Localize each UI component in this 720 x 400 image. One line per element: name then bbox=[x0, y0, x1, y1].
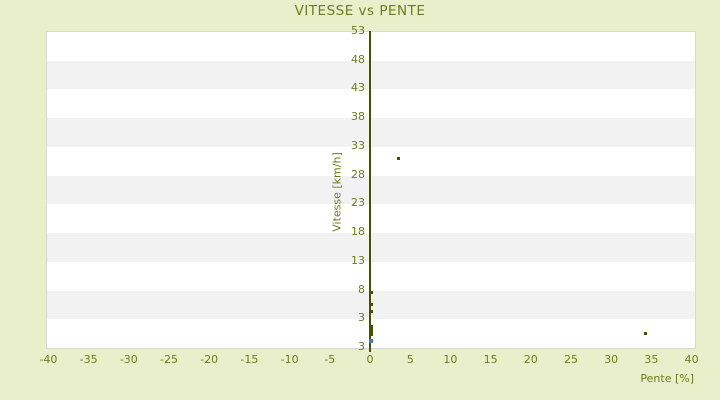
x-tick-label: 5 bbox=[406, 353, 414, 366]
x-tick-label: -10 bbox=[280, 353, 299, 366]
data-point bbox=[369, 326, 373, 330]
chart-title: VITESSE vs PENTE bbox=[294, 3, 426, 19]
y-tick-label: 13 bbox=[351, 253, 365, 267]
y-tick-label: 8 bbox=[358, 282, 365, 296]
x-tick-label: 0 bbox=[366, 353, 374, 366]
y-tick-label: 33 bbox=[351, 138, 365, 152]
x-tick-label: 30 bbox=[604, 353, 619, 366]
x-tick-label: 10 bbox=[443, 353, 458, 366]
data-point bbox=[369, 309, 373, 313]
grid-band bbox=[47, 89, 695, 119]
grid-band bbox=[47, 32, 695, 61]
y-tick-label: 38 bbox=[351, 110, 365, 124]
grid-band bbox=[47, 175, 695, 205]
data-point bbox=[369, 303, 373, 307]
y-tick-label: 18 bbox=[351, 225, 365, 239]
x-tick-label: -35 bbox=[79, 353, 98, 366]
plot-area bbox=[46, 31, 696, 349]
grid-band bbox=[47, 233, 695, 262]
x-tick-label: -30 bbox=[119, 353, 138, 366]
data-point bbox=[369, 324, 373, 328]
x-tick-label: 15 bbox=[483, 353, 498, 366]
grid-band bbox=[47, 146, 695, 176]
y-tick-label: 23 bbox=[351, 196, 365, 210]
y-tick-label: 28 bbox=[351, 167, 365, 181]
x-tick-label: -25 bbox=[160, 353, 178, 366]
data-point bbox=[369, 333, 373, 337]
x-axis-label: Pente [%] bbox=[640, 372, 694, 385]
y-tick-label: 3 bbox=[358, 340, 365, 353]
x-tick-label: -5 bbox=[324, 353, 336, 366]
grid-band bbox=[47, 60, 695, 90]
data-point bbox=[369, 329, 373, 333]
x-tick-label: -15 bbox=[240, 353, 259, 366]
x-tick-label: -40 bbox=[39, 353, 58, 366]
x-tick-label: 40 bbox=[684, 353, 699, 366]
y-axis-label: Vitesse [km/h] bbox=[330, 152, 344, 232]
x-tick-label: 25 bbox=[563, 353, 578, 366]
x-tick-label: 20 bbox=[523, 353, 538, 366]
y-tick-label: 43 bbox=[351, 81, 365, 95]
data-point bbox=[369, 331, 373, 335]
x-tick-label: 35 bbox=[644, 353, 659, 366]
y-tick-label: 3 bbox=[358, 311, 365, 325]
y-tick-label: 53 bbox=[351, 24, 365, 37]
data-point bbox=[644, 332, 648, 336]
x-tick-label: -20 bbox=[200, 353, 219, 366]
grid-band bbox=[47, 204, 695, 234]
grid-band bbox=[47, 118, 695, 147]
y-tick-label: 48 bbox=[351, 52, 365, 66]
y-axis-line bbox=[369, 31, 371, 352]
grid-band bbox=[47, 261, 695, 291]
data-point bbox=[396, 156, 400, 160]
data-point bbox=[369, 290, 373, 294]
data-point bbox=[369, 339, 373, 344]
